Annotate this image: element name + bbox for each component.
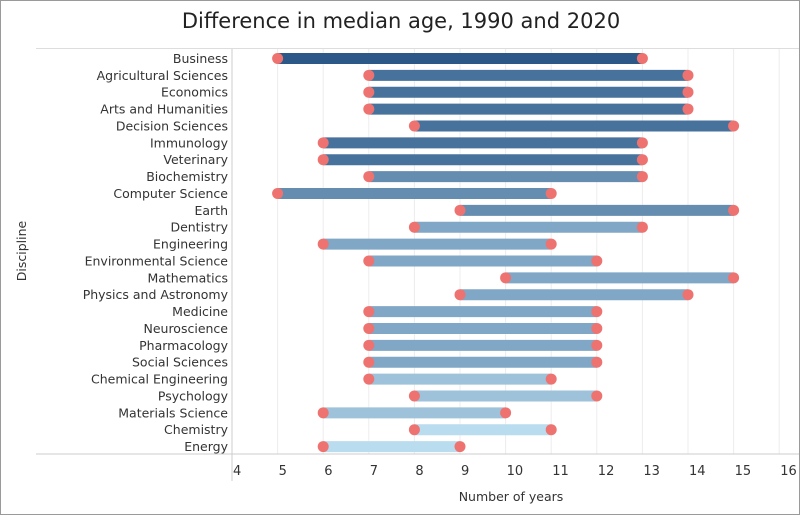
start-dot xyxy=(363,306,375,318)
end-dot xyxy=(636,52,648,64)
end-dot xyxy=(591,356,603,368)
category-label: Energy xyxy=(184,439,228,454)
y-axis-title: Discipline xyxy=(14,220,29,281)
x-tick-label: 14 xyxy=(689,464,706,479)
start-dot xyxy=(363,171,375,183)
start-dot xyxy=(500,272,512,284)
end-dot xyxy=(728,272,740,284)
end-dot xyxy=(728,204,740,216)
category-label: Economics xyxy=(161,85,228,100)
x-tick-label: 10 xyxy=(507,464,524,479)
x-tick-label: 9 xyxy=(461,464,469,479)
start-dot xyxy=(363,69,375,81)
category-label: Physics and Astronomy xyxy=(83,287,229,302)
x-tick-label: 4 xyxy=(233,464,241,479)
category-label: Immunology xyxy=(150,135,229,150)
category-label: Engineering xyxy=(153,237,228,252)
x-tick-label: 11 xyxy=(552,464,569,479)
category-label: Psychology xyxy=(158,388,229,403)
start-dot xyxy=(363,255,375,267)
end-dot xyxy=(545,238,557,250)
x-tick-label: 16 xyxy=(780,464,797,479)
category-label: Biochemistry xyxy=(146,169,228,184)
end-dot xyxy=(636,171,648,183)
end-dot xyxy=(500,407,512,419)
category-label: Neuroscience xyxy=(143,321,228,336)
category-label: Materials Science xyxy=(118,405,228,420)
start-dot xyxy=(363,322,375,334)
x-tick-label: 7 xyxy=(370,464,378,479)
start-dot xyxy=(272,187,284,199)
category-label: Medicine xyxy=(172,304,228,319)
start-dot xyxy=(408,221,420,233)
category-label: Business xyxy=(173,51,228,66)
start-dot xyxy=(363,339,375,351)
x-tick-label: 6 xyxy=(324,464,332,479)
x-tick-label: 13 xyxy=(643,464,660,479)
end-dot xyxy=(591,306,603,318)
end-dot xyxy=(682,69,694,81)
category-label: Mathematics xyxy=(147,270,228,285)
x-tick-label: 15 xyxy=(735,464,752,479)
end-dot xyxy=(591,390,603,402)
start-dot xyxy=(363,373,375,385)
start-dot xyxy=(363,103,375,115)
category-label: Dentistry xyxy=(170,220,228,235)
category-label: Computer Science xyxy=(113,186,228,201)
category-label: Earth xyxy=(194,203,228,218)
start-dot xyxy=(408,390,420,402)
end-dot xyxy=(545,373,557,385)
start-dot xyxy=(363,356,375,368)
start-dot xyxy=(317,441,329,453)
start-dot xyxy=(272,52,284,64)
end-dot xyxy=(545,187,557,199)
x-tick-label: 5 xyxy=(279,464,287,479)
category-label: Chemical Engineering xyxy=(91,372,228,387)
start-dot xyxy=(454,204,466,216)
start-dot xyxy=(317,137,329,149)
end-dot xyxy=(728,120,740,132)
category-label: Pharmacology xyxy=(139,338,228,353)
x-axis-title: Number of years xyxy=(459,489,564,504)
end-dot xyxy=(636,154,648,166)
end-dot xyxy=(682,103,694,115)
start-dot xyxy=(408,120,420,132)
x-tick-label: 8 xyxy=(415,464,423,479)
end-dot xyxy=(636,221,648,233)
category-label: Decision Sciences xyxy=(116,118,228,133)
x-tick-label: 12 xyxy=(598,464,615,479)
category-label: Agricultural Sciences xyxy=(97,68,228,83)
category-label: Environmental Science xyxy=(85,253,229,268)
start-dot xyxy=(317,407,329,419)
end-dot xyxy=(636,137,648,149)
end-dot xyxy=(682,86,694,98)
end-dot xyxy=(682,289,694,301)
end-dot xyxy=(591,255,603,267)
start-dot xyxy=(454,289,466,301)
category-label: Veterinary xyxy=(163,152,228,167)
start-dot xyxy=(317,238,329,250)
category-label: Chemistry xyxy=(164,422,229,437)
chart-title: Difference in median age, 1990 and 2020 xyxy=(181,9,621,33)
end-dot xyxy=(545,424,557,436)
end-dot xyxy=(591,322,603,334)
start-dot xyxy=(408,424,420,436)
start-dot xyxy=(363,86,375,98)
end-dot xyxy=(454,441,466,453)
category-label: Arts and Humanities xyxy=(100,102,228,117)
end-dot xyxy=(591,339,603,351)
category-label: Social Sciences xyxy=(132,355,228,370)
start-dot xyxy=(317,154,329,166)
